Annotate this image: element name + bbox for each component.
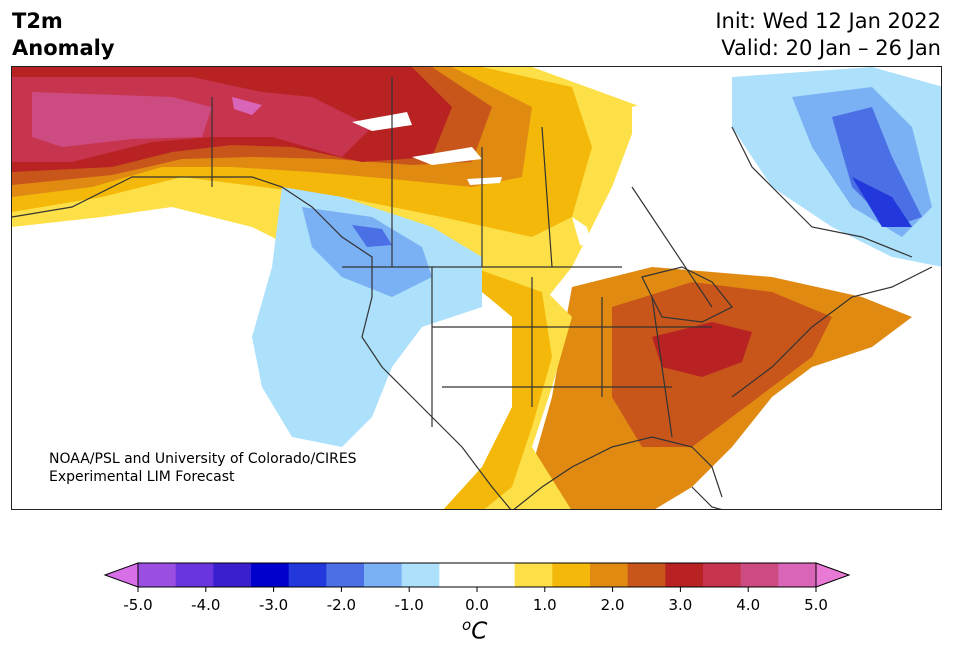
colorbar-tick-label: 2.0: [600, 596, 625, 614]
colorbar-min-arrow: [103, 562, 139, 588]
colorbar-swatch: [138, 563, 177, 587]
title-variable: T2m: [12, 9, 63, 33]
colorbar-tick-label: -5.0: [123, 596, 153, 614]
credit-text: NOAA/PSL and University of Colorado/CIRE…: [49, 450, 357, 486]
colorbar-swatch: [590, 563, 629, 587]
map-outlines: [12, 77, 933, 509]
colorbar-swatches: [138, 563, 817, 587]
colorbar-tick-label: 1.0: [532, 596, 557, 614]
credit-line-2: Experimental LIM Forecast: [49, 469, 235, 485]
colorbar-swatch: [778, 563, 817, 587]
colorbar-swatch: [251, 563, 290, 587]
colorbar-max-arrow: [815, 562, 851, 588]
colorbar-tick-label: 5.0: [804, 596, 828, 614]
anomaly-map: NOAA/PSL and University of Colorado/CIRE…: [11, 66, 942, 510]
colorbar-swatch: [288, 563, 327, 587]
colorbar-tick-label: -4.0: [191, 596, 221, 614]
colorbar-swatch: [740, 563, 779, 587]
colorbar-tick-label: -1.0: [394, 596, 424, 614]
unit-degree: o: [462, 616, 472, 634]
colorbar-tick-label: 3.0: [668, 596, 693, 614]
colorbar-tick-label: 4.0: [736, 596, 761, 614]
credit-line-1: NOAA/PSL and University of Colorado/CIRE…: [49, 451, 357, 467]
colorbar-swatch: [326, 563, 365, 587]
colorbar-swatch: [703, 563, 742, 587]
colorbar-swatch: [213, 563, 252, 587]
colorbar-swatch: [439, 563, 478, 587]
unit-letter: C: [471, 618, 488, 645]
map-canvas: [12, 67, 941, 509]
colorbar-tick-label: -2.0: [326, 596, 357, 614]
colorbar-swatch: [552, 563, 591, 587]
colorbar-tick-label: -3.0: [258, 596, 289, 614]
colorbar-swatch: [627, 563, 666, 587]
title-type: Anomaly: [12, 36, 115, 60]
colorbar-swatch: [665, 563, 704, 587]
valid-range: Valid: 20 Jan – 26 Jan: [721, 36, 941, 60]
colorbar-tick-label: 0.0: [465, 596, 489, 614]
map-title: T2m Anomaly: [12, 8, 115, 62]
colorbar-swatch: [175, 563, 214, 587]
forecast-dates: Init: Wed 12 Jan 2022 Valid: 20 Jan – 26…: [715, 8, 941, 62]
colorbar-swatch: [514, 563, 553, 587]
colorbar-ticks: [137, 587, 817, 592]
colorbar-swatch: [364, 563, 403, 587]
colorbar-unit: oC: [462, 616, 487, 645]
init-date: Init: Wed 12 Jan 2022: [715, 9, 941, 33]
colorbar-swatch: [477, 563, 516, 587]
colorbar-swatch: [401, 563, 440, 587]
